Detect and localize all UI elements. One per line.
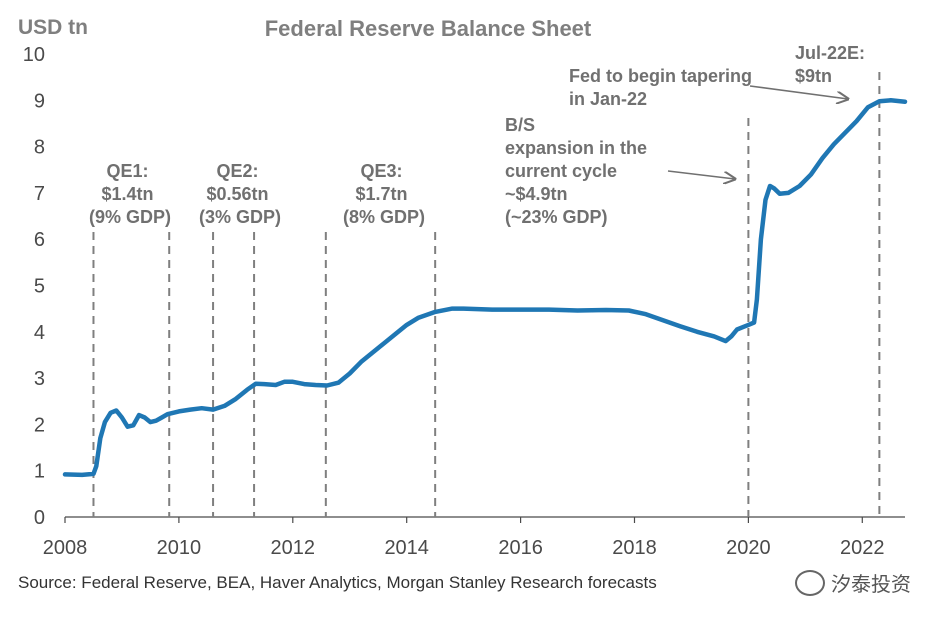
x-tick-label: 2012 xyxy=(271,537,316,559)
x-axis: 2008 2010 2012 2014 2016 2018 2020 2022 xyxy=(43,517,885,559)
y-tick-label: 10 xyxy=(23,44,45,66)
y-tick-label: 6 xyxy=(34,229,45,251)
y-tick-label: 9 xyxy=(34,90,45,112)
y-tick-label: 4 xyxy=(34,322,45,344)
y-tick-label: 3 xyxy=(34,368,45,390)
y-tick-label: 8 xyxy=(34,137,45,159)
y-axis: 0 1 2 3 4 5 6 7 8 9 10 xyxy=(23,44,45,529)
event-markers xyxy=(92,72,881,517)
chart-title: Federal Reserve Balance Sheet xyxy=(265,16,592,41)
y-tick-label: 0 xyxy=(34,507,45,529)
qe2-label: QE2: $0.56tn (3% GDP) xyxy=(199,161,281,227)
y-axis-label: USD tn xyxy=(18,16,88,39)
tapering-arrow xyxy=(749,85,848,99)
watermark-text: 汐泰投资 xyxy=(831,574,911,596)
y-tick-label: 5 xyxy=(34,276,45,298)
bs-arrow xyxy=(667,170,735,179)
x-tick-label: 2010 xyxy=(157,537,202,559)
x-tick-label: 2014 xyxy=(384,537,429,559)
bs-expansion-label: B/S expansion in the current cycle ~$4.9… xyxy=(505,115,652,227)
watermark: 汐泰投资 xyxy=(795,568,911,597)
wechat-icon xyxy=(795,569,825,596)
y-tick-label: 7 xyxy=(34,183,45,205)
tapering-label: Fed to begin tapering in Jan-22 xyxy=(569,66,757,109)
x-tick-label: 2020 xyxy=(726,537,771,559)
qe1-label: QE1: $1.4tn (9% GDP) xyxy=(89,161,171,227)
x-tick-label: 2018 xyxy=(612,537,657,559)
jul22-label: Jul-22E: $9tn xyxy=(795,43,870,86)
x-tick-label: 2008 xyxy=(43,537,88,559)
x-tick-label: 2022 xyxy=(840,537,885,559)
series-line xyxy=(62,98,908,478)
y-tick-label: 2 xyxy=(34,414,45,436)
x-tick-label: 2016 xyxy=(498,537,543,559)
qe3-label: QE3: $1.7tn (8% GDP) xyxy=(343,161,425,227)
source-note: Source: Federal Reserve, BEA, Haver Anal… xyxy=(18,573,657,592)
y-tick-label: 1 xyxy=(34,461,45,483)
